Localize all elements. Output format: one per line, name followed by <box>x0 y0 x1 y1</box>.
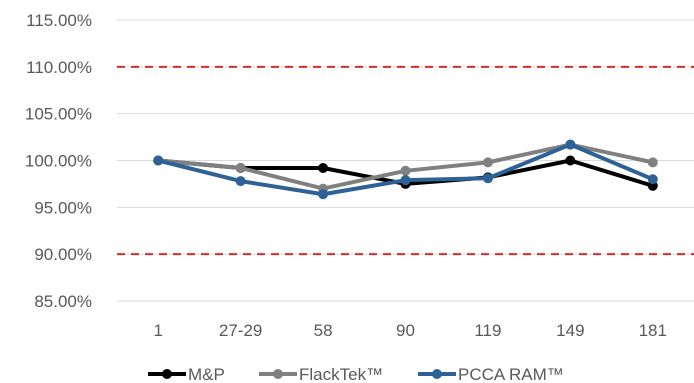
legend: M&P FlackTek™ PCCA RAM™ <box>148 365 564 383</box>
y-tick-label: 100.00% <box>25 152 92 171</box>
grid-layer <box>117 19 694 302</box>
series-2 <box>153 139 658 200</box>
legend-item: M&P <box>148 365 225 383</box>
data-point <box>565 139 576 150</box>
data-point <box>647 157 658 168</box>
x-tick-label: 181 <box>639 321 667 340</box>
data-point <box>235 162 246 173</box>
legend-label: PCCA RAM™ <box>458 365 564 383</box>
y-tick-label: 115.00% <box>26 11 92 30</box>
y-tick-label: 110.00% <box>26 58 92 77</box>
data-point <box>482 157 493 168</box>
legend-marker <box>432 369 442 379</box>
data-point <box>400 165 411 176</box>
y-tick-label: 95.00% <box>34 198 92 217</box>
legend-item: FlackTek™ <box>259 365 383 383</box>
legend-marker <box>273 369 283 379</box>
data-point <box>400 175 411 186</box>
y-tick-label: 85.00% <box>34 292 92 311</box>
x-axis-ticks: 1 27-29 58 90 119 149 181 <box>153 321 666 340</box>
data-point <box>235 176 246 187</box>
data-point <box>647 174 658 185</box>
data-point <box>565 155 576 166</box>
legend-label: FlackTek™ <box>299 365 383 383</box>
data-point <box>153 155 164 166</box>
x-tick-label: 1 <box>153 321 162 340</box>
x-tick-label: 90 <box>396 321 415 340</box>
legend-item: PCCA RAM™ <box>418 365 564 383</box>
data-point <box>318 189 329 200</box>
legend-label: M&P <box>188 365 225 383</box>
x-tick-label: 119 <box>474 321 501 340</box>
y-tick-label: 105.00% <box>25 105 92 124</box>
data-point <box>482 173 493 184</box>
x-tick-label: 149 <box>556 321 584 340</box>
legend-marker <box>162 369 172 379</box>
data-point <box>318 162 329 173</box>
x-tick-label: 58 <box>314 321 333 340</box>
y-axis-ticks: 85.00% 90.00% 95.00% 100.00% 105.00% 110.00% 1… <box>25 11 92 311</box>
series-layer <box>153 139 658 200</box>
reference-lines <box>117 65 694 256</box>
y-tick-label: 90.00% <box>34 245 92 264</box>
x-tick-label: 27-29 <box>219 321 262 340</box>
